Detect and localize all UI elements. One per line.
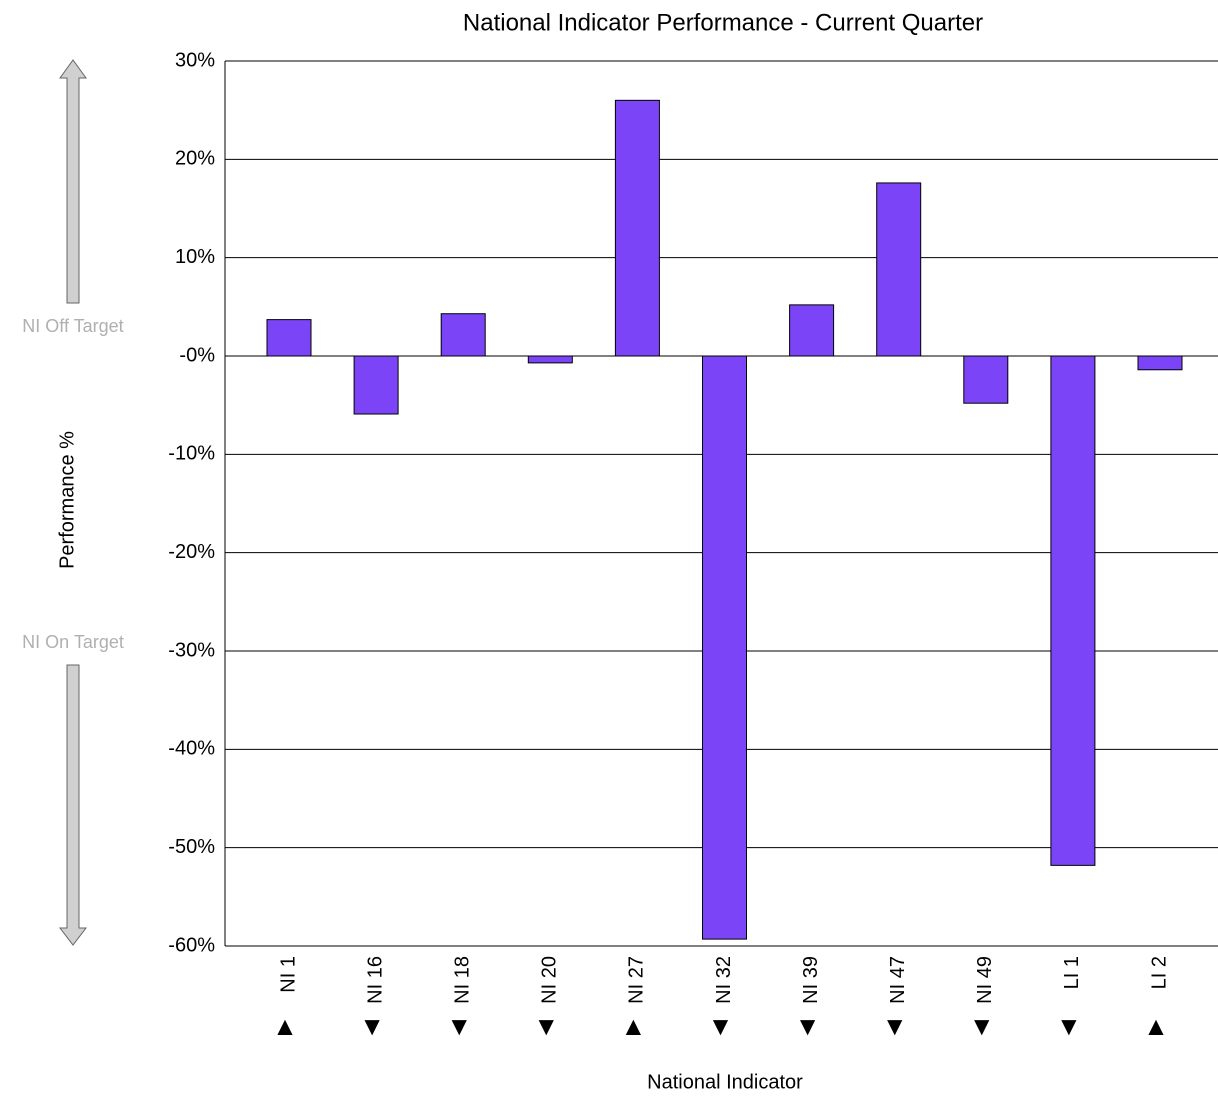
y-tick-label: -0%	[179, 344, 215, 366]
bar	[1137, 355, 1183, 371]
direction-marker: ▼	[708, 1011, 734, 1041]
y-tick-label: 10%	[175, 246, 215, 268]
bar	[963, 355, 1009, 404]
bar	[1050, 355, 1096, 866]
y-tick-label: -10%	[168, 443, 215, 465]
x-tick-label: NI 1	[277, 956, 299, 993]
y-tick-label: 20%	[175, 148, 215, 170]
bar	[527, 355, 573, 364]
direction-marker: ▼	[1056, 1011, 1082, 1041]
bar	[266, 319, 312, 357]
y-tick-label: -60%	[168, 934, 215, 956]
direction-marker: ▲	[272, 1011, 298, 1041]
x-tick-label: NI 39	[800, 956, 822, 1004]
x-tick-label: NI 47	[887, 956, 909, 1004]
y-tick-label: -20%	[168, 541, 215, 563]
bar	[353, 355, 399, 415]
off-target-note: NI Off Target	[22, 316, 123, 336]
x-tick-label: LI 1	[1061, 956, 1083, 989]
bar	[440, 313, 486, 357]
x-tick-label: NI 49	[974, 956, 996, 1004]
direction-marker: ▼	[533, 1011, 559, 1041]
x-tick-label: NI 27	[626, 956, 648, 1004]
y-tick-label: -30%	[168, 639, 215, 661]
bar	[789, 304, 835, 357]
x-tick-label: NI 18	[451, 956, 473, 1004]
on-target-note: NI On Target	[22, 632, 124, 652]
direction-marker: ▼	[446, 1011, 472, 1041]
y-tick-label: 30%	[175, 49, 215, 71]
direction-marker: ▼	[882, 1011, 908, 1041]
direction-marker: ▼	[359, 1011, 385, 1041]
up-arrow	[59, 59, 87, 304]
x-tick-label: NI 32	[713, 956, 735, 1004]
y-tick-label: -50%	[168, 836, 215, 858]
y-tick-label: -40%	[168, 738, 215, 760]
bar	[614, 99, 660, 357]
bar	[876, 182, 922, 357]
x-tick-label: LI 2	[1148, 956, 1170, 989]
x-tick-label: NI 16	[364, 956, 386, 1004]
direction-marker: ▲	[621, 1011, 647, 1041]
direction-marker: ▲	[1143, 1011, 1169, 1041]
direction-marker: ▼	[969, 1011, 995, 1041]
x-axis-label: National Indicator	[647, 1071, 803, 1093]
chart-title: National Indicator Performance - Current…	[463, 9, 983, 36]
bar	[702, 355, 747, 940]
x-tick-label: NI 20	[539, 956, 561, 1004]
y-axis-label: Performance %	[56, 431, 78, 569]
down-arrow	[58, 664, 88, 946]
direction-marker: ▼	[795, 1011, 821, 1041]
